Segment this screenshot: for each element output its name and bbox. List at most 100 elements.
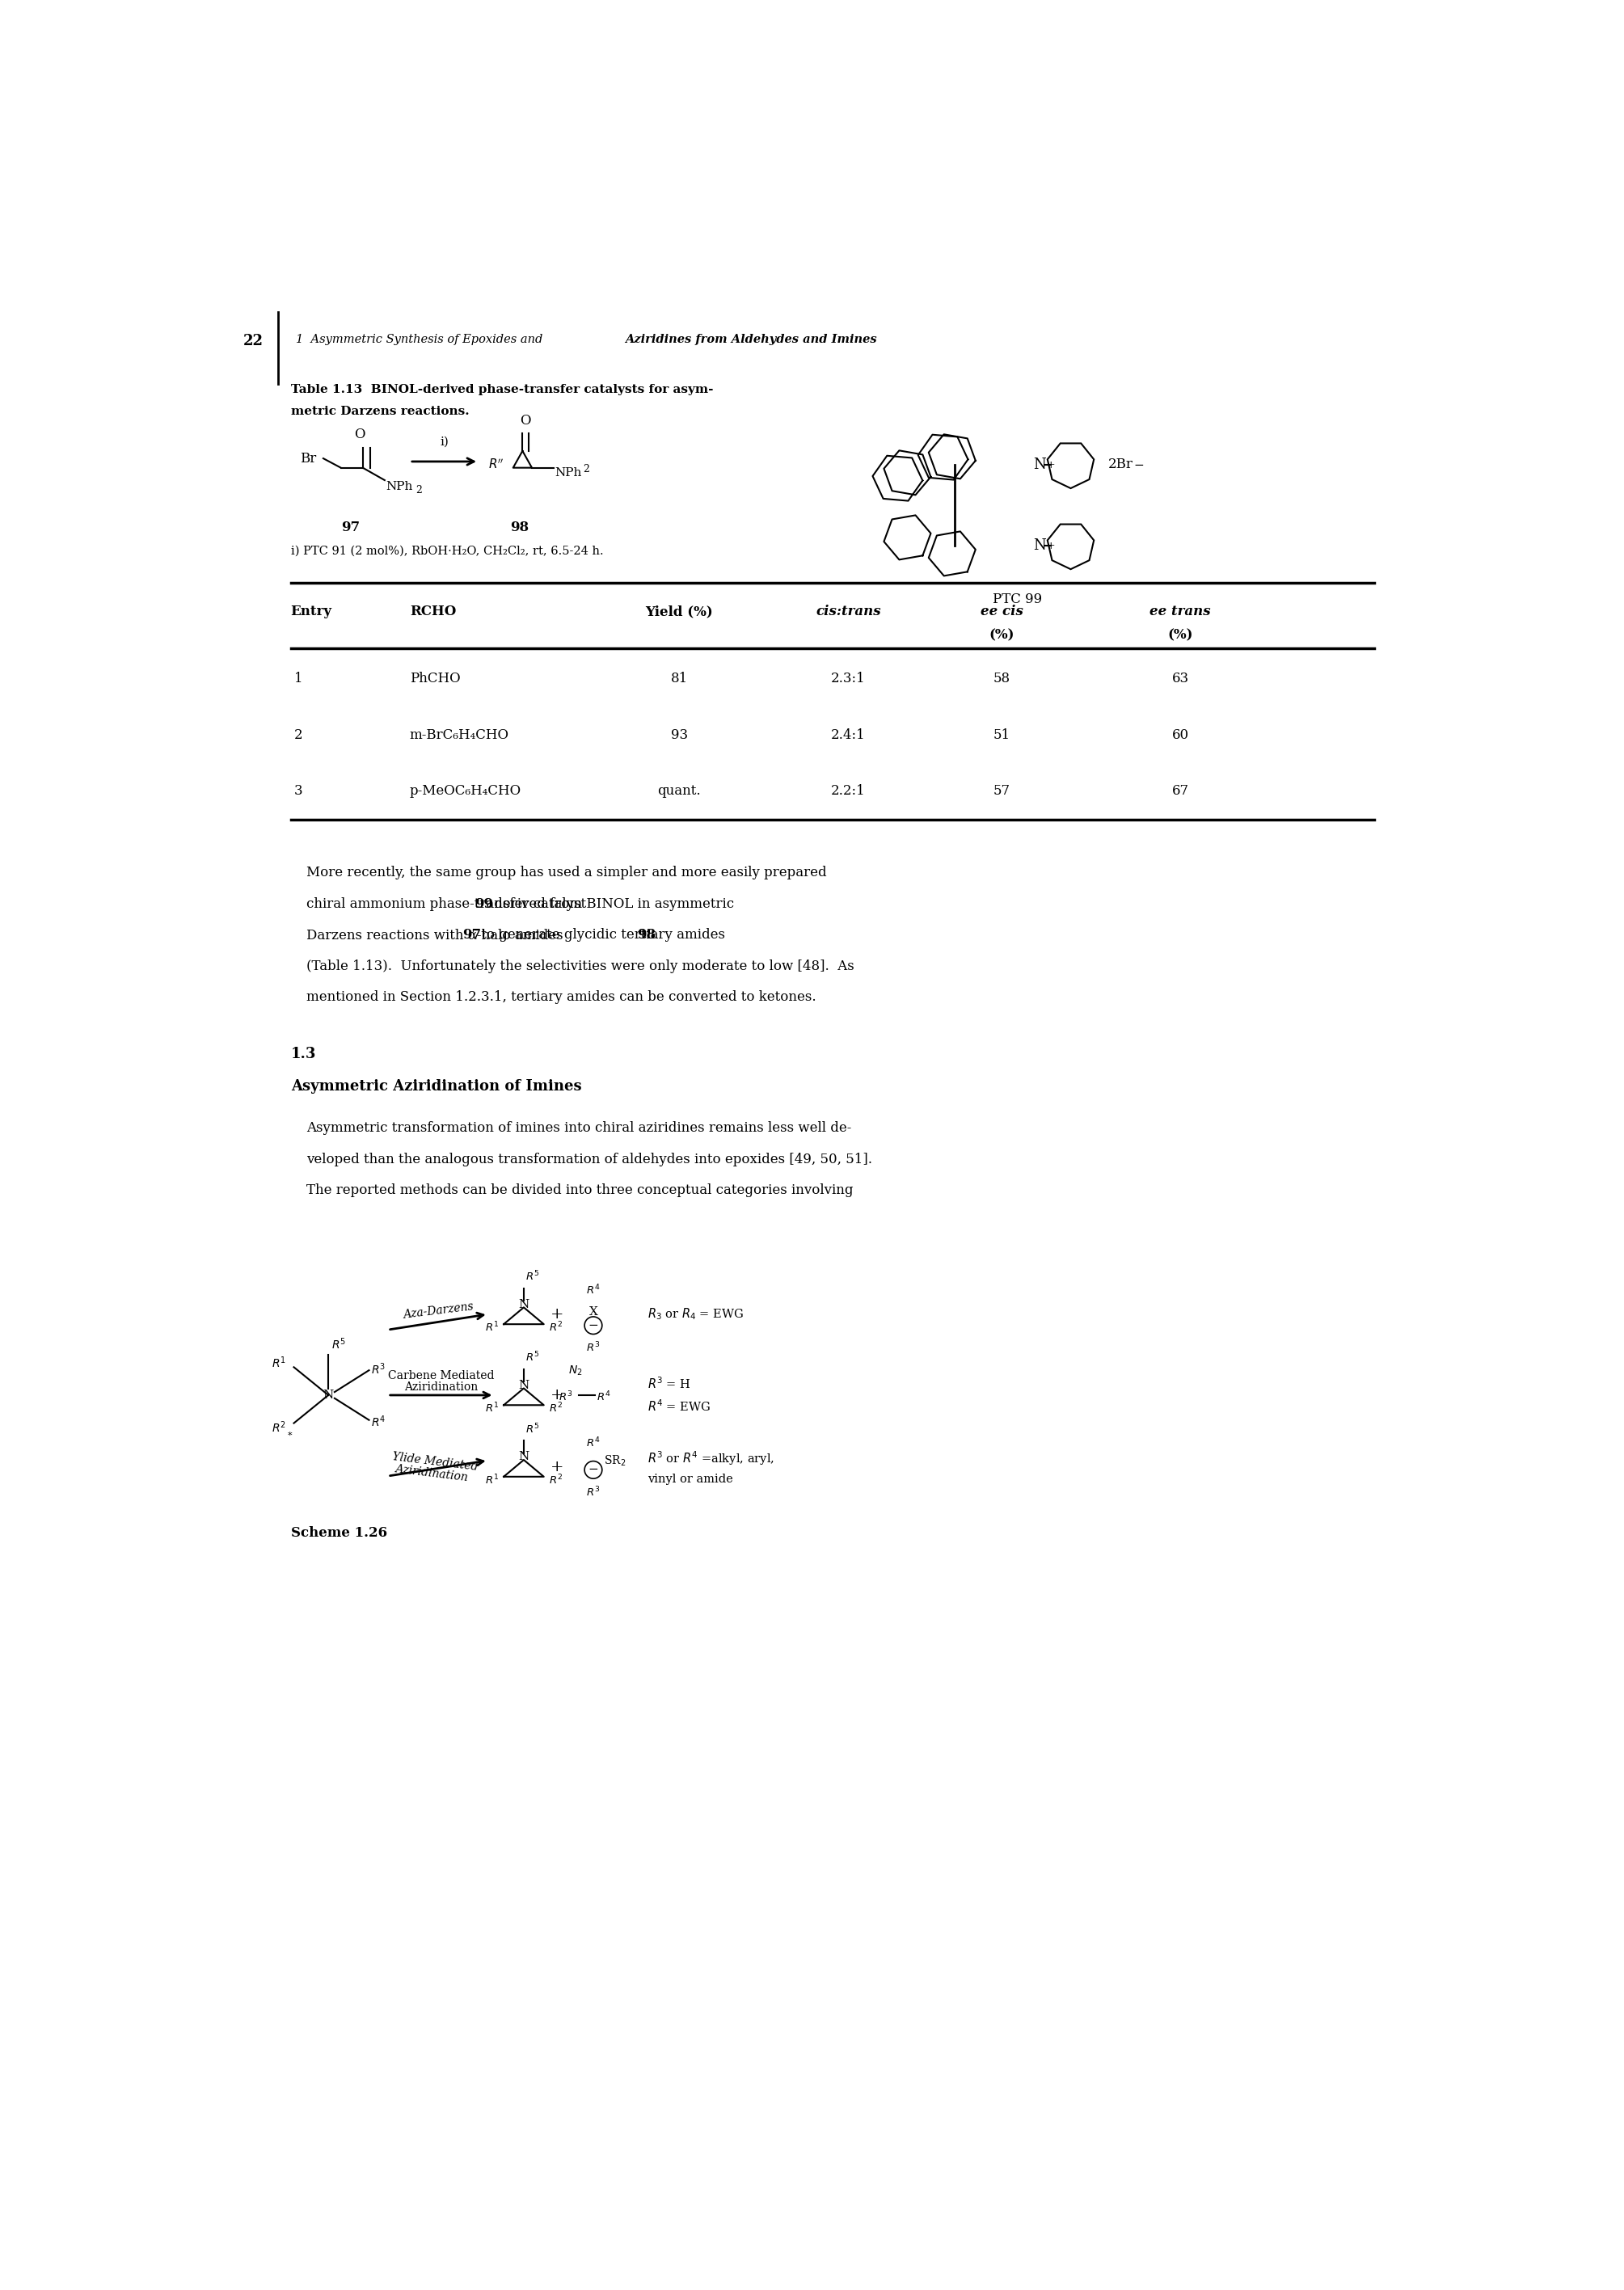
Text: $R^4$ = EWG: $R^4$ = EWG <box>648 1399 711 1413</box>
Text: Table 1.13  BINOL-derived phase-transfer catalysts for asym-: Table 1.13 BINOL-derived phase-transfer … <box>291 385 713 396</box>
Text: Carbene Mediated: Carbene Mediated <box>388 1369 494 1381</box>
Text: 98: 98 <box>637 927 656 941</box>
Text: +: + <box>551 1388 564 1401</box>
Text: $R^3$: $R^3$ <box>586 1340 601 1353</box>
Text: 98: 98 <box>510 520 529 534</box>
Text: ee trans: ee trans <box>1150 605 1212 618</box>
Text: $R^1$: $R^1$ <box>486 1321 499 1335</box>
Text: Aza-Darzens: Aza-Darzens <box>403 1301 474 1321</box>
Text: *: * <box>287 1431 292 1440</box>
Text: cis:trans: cis:trans <box>815 605 880 618</box>
Text: +: + <box>1047 540 1056 552</box>
Text: i) PTC 91 (2 mol%), RbOH·H₂O, CH₂Cl₂, rt, 6.5-24 h.: i) PTC 91 (2 mol%), RbOH·H₂O, CH₂Cl₂, rt… <box>291 545 603 556</box>
Text: 58: 58 <box>994 671 1010 685</box>
Text: Asymmetric Aziridination of Imines: Asymmetric Aziridination of Imines <box>291 1079 581 1095</box>
Text: 63: 63 <box>1173 671 1189 685</box>
Text: (%): (%) <box>1168 627 1194 641</box>
Text: +: + <box>551 1308 564 1321</box>
Text: 60: 60 <box>1173 728 1189 742</box>
Text: The reported methods can be divided into three conceptual categories involving: The reported methods can be divided into… <box>307 1184 853 1198</box>
Text: chiral ammonium phase-transfer catalyst: chiral ammonium phase-transfer catalyst <box>307 898 591 911</box>
Text: NPh: NPh <box>555 467 581 479</box>
Text: $R^4$: $R^4$ <box>596 1390 611 1404</box>
Text: N: N <box>1033 538 1046 552</box>
Text: 2: 2 <box>294 728 302 742</box>
Text: 51: 51 <box>994 728 1010 742</box>
Text: +: + <box>551 1459 564 1475</box>
Text: 1: 1 <box>294 671 302 685</box>
Text: PTC 99: PTC 99 <box>992 593 1043 607</box>
Text: O: O <box>520 414 531 428</box>
Text: $R^1$: $R^1$ <box>486 1472 499 1486</box>
Text: to generate glycidic tertiary amides: to generate glycidic tertiary amides <box>477 927 729 941</box>
Text: $R^3$: $R^3$ <box>559 1390 573 1404</box>
Text: Entry: Entry <box>291 605 331 618</box>
Text: (Table 1.13).  Unfortunately the selectivities were only moderate to low [48].  : (Table 1.13). Unfortunately the selectiv… <box>307 960 854 973</box>
Text: $R^1$: $R^1$ <box>486 1401 499 1415</box>
Text: N: N <box>518 1452 529 1463</box>
Text: $R^2$: $R^2$ <box>549 1401 562 1415</box>
Text: Br: Br <box>300 451 317 465</box>
Text: −: − <box>1134 460 1145 472</box>
Text: $R^5$: $R^5$ <box>526 1422 539 1436</box>
Text: quant.: quant. <box>658 783 702 797</box>
Text: 99: 99 <box>474 898 494 911</box>
Text: 97: 97 <box>341 520 359 534</box>
Text: N: N <box>518 1379 529 1390</box>
Text: $R^5$: $R^5$ <box>526 1351 539 1365</box>
Text: metric Darzens reactions.: metric Darzens reactions. <box>291 405 469 417</box>
Text: $R_3$ or $R_4$ = EWG: $R_3$ or $R_4$ = EWG <box>648 1308 744 1321</box>
Text: 2: 2 <box>583 465 590 474</box>
Text: 2Br: 2Br <box>1108 458 1134 472</box>
Text: Aziridination: Aziridination <box>404 1381 477 1392</box>
Text: vinyl or amide: vinyl or amide <box>648 1472 734 1484</box>
Text: 2.3:1: 2.3:1 <box>831 671 866 685</box>
Text: N: N <box>323 1390 333 1401</box>
Text: X: X <box>590 1305 598 1317</box>
Text: N: N <box>518 1298 529 1310</box>
Text: 81: 81 <box>671 671 687 685</box>
Text: $R^2$: $R^2$ <box>549 1472 562 1486</box>
Text: 22: 22 <box>244 334 263 348</box>
Text: −: − <box>588 1463 599 1475</box>
Text: (%): (%) <box>989 627 1015 641</box>
Text: $R^5$: $R^5$ <box>526 1269 539 1282</box>
Text: Ylide Mediated: Ylide Mediated <box>391 1452 477 1472</box>
Text: Aziridines from Aldehydes and Imines: Aziridines from Aldehydes and Imines <box>625 334 877 346</box>
Text: ee cis: ee cis <box>981 605 1023 618</box>
Text: NPh: NPh <box>387 481 412 492</box>
Text: $R^4$: $R^4$ <box>586 1282 601 1296</box>
Text: PhCHO: PhCHO <box>409 671 460 685</box>
Text: $R^3$: $R^3$ <box>586 1486 601 1500</box>
Text: m-BrC₆H₄CHO: m-BrC₆H₄CHO <box>409 728 510 742</box>
Text: Darzens reactions with α-halo amides: Darzens reactions with α-halo amides <box>307 927 567 941</box>
Text: $R^2$: $R^2$ <box>549 1321 562 1335</box>
Text: 93: 93 <box>671 728 687 742</box>
Text: $R^3$ = H: $R^3$ = H <box>648 1376 692 1392</box>
Text: derived from BINOL in asymmetric: derived from BINOL in asymmetric <box>490 898 734 911</box>
Text: +: + <box>1047 460 1056 469</box>
Text: More recently, the same group has used a simpler and more easily prepared: More recently, the same group has used a… <box>307 866 827 879</box>
Text: $R^3$ or $R^4$ =alkyl, aryl,: $R^3$ or $R^4$ =alkyl, aryl, <box>648 1450 775 1468</box>
Text: N: N <box>1033 458 1046 472</box>
Text: 97: 97 <box>463 927 481 941</box>
Text: $R^3$: $R^3$ <box>370 1363 385 1376</box>
Text: 1.3: 1.3 <box>291 1047 317 1060</box>
Text: 57: 57 <box>994 783 1010 797</box>
Text: Yield (%): Yield (%) <box>645 605 713 618</box>
Text: $R^5$: $R^5$ <box>331 1337 346 1351</box>
Text: 67: 67 <box>1173 783 1189 797</box>
Text: $R^4$: $R^4$ <box>370 1413 385 1429</box>
Text: 2.4:1: 2.4:1 <box>831 728 866 742</box>
Text: 2.2:1: 2.2:1 <box>831 783 866 797</box>
Text: RCHO: RCHO <box>409 605 456 618</box>
Text: Asymmetric transformation of imines into chiral aziridines remains less well de-: Asymmetric transformation of imines into… <box>307 1122 851 1136</box>
Text: $R^1$: $R^1$ <box>271 1356 286 1369</box>
Text: O: O <box>354 428 365 442</box>
Text: 3: 3 <box>294 783 302 797</box>
Text: $R^4$: $R^4$ <box>586 1436 601 1450</box>
Text: −: − <box>588 1319 599 1330</box>
Text: SR$_2$: SR$_2$ <box>604 1454 625 1468</box>
Text: 1  Asymmetric Synthesis of Epoxides and: 1 Asymmetric Synthesis of Epoxides and <box>296 334 546 346</box>
Text: i): i) <box>440 437 448 449</box>
